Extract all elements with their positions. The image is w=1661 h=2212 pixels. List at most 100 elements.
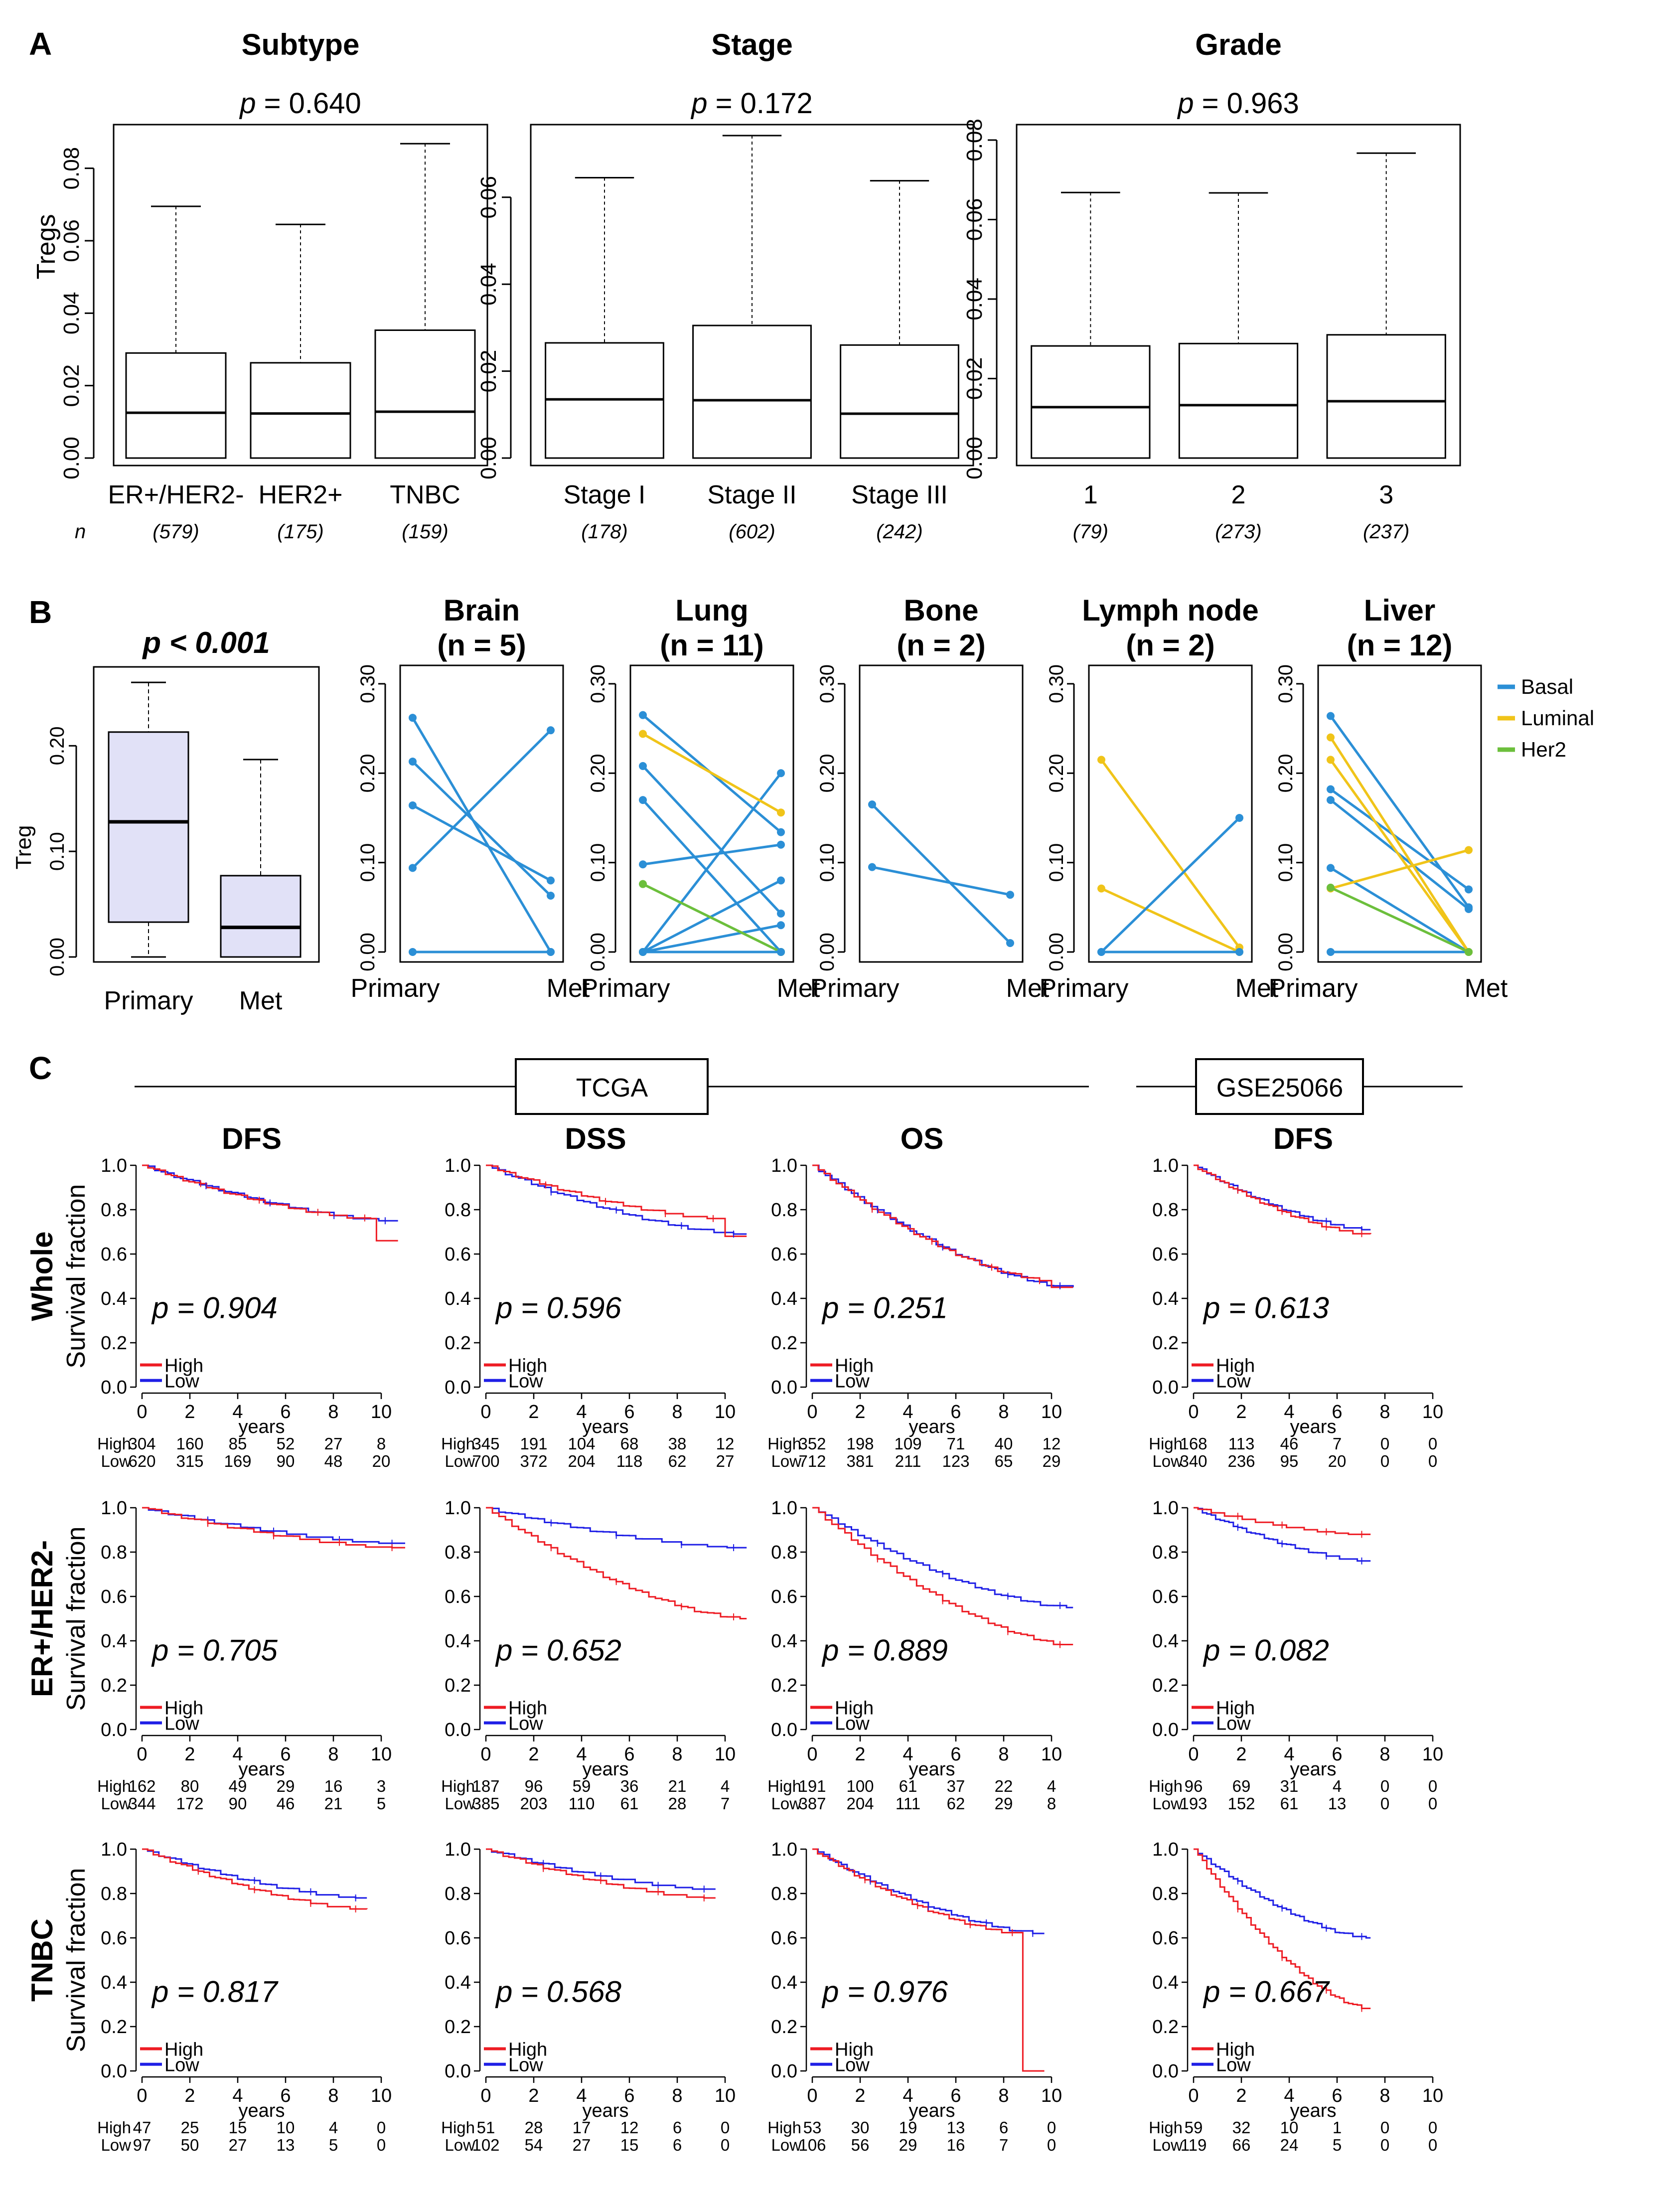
primary-point bbox=[409, 864, 417, 872]
km-x-tick-label: 2 bbox=[184, 2085, 195, 2106]
low-curve bbox=[142, 1848, 367, 1899]
primary-point bbox=[1327, 948, 1335, 956]
km-y-tick-label: 0.2 bbox=[445, 2017, 471, 2038]
risk-high-count: 0 bbox=[1428, 2118, 1437, 2137]
risk-high-count: 7 bbox=[1333, 1434, 1342, 1453]
km-x-tick-label: 4 bbox=[1284, 2085, 1294, 2106]
risk-low-count: 16 bbox=[947, 2136, 965, 2154]
primary-point bbox=[1327, 712, 1335, 720]
low-legend-label: Low bbox=[164, 2055, 199, 2076]
risk-low-count: 123 bbox=[942, 1452, 969, 1470]
km-x-tick-label: 8 bbox=[328, 2085, 338, 2106]
risk-high-count: 59 bbox=[573, 1777, 591, 1795]
risk-high-count: 46 bbox=[1280, 1434, 1299, 1453]
n-count: (602) bbox=[729, 521, 775, 543]
geo-box bbox=[1195, 1058, 1364, 1115]
primary-point bbox=[639, 860, 647, 869]
risk-low-count: 5 bbox=[329, 2136, 338, 2154]
iqr-box bbox=[1178, 342, 1299, 459]
risk-high-count: 69 bbox=[1232, 1777, 1251, 1795]
primary-point bbox=[1327, 864, 1335, 872]
risk-low-count: 193 bbox=[1180, 1794, 1207, 1813]
primary-point bbox=[409, 757, 417, 766]
box-y-tick-label: 0.20 bbox=[46, 726, 68, 765]
risk-low-count: 0 bbox=[377, 2136, 386, 2154]
pair-line bbox=[1329, 759, 1470, 953]
risk-high-count: 1 bbox=[1333, 2118, 1342, 2137]
met-point bbox=[777, 840, 785, 849]
site-n: (n = 12) bbox=[1347, 629, 1453, 662]
row-title: Whole bbox=[25, 1232, 59, 1321]
risk-low-count: 110 bbox=[569, 1794, 595, 1813]
low-legend-label: Low bbox=[835, 1714, 870, 1735]
risk-low-label: Low bbox=[1152, 1794, 1183, 1813]
p-value-text: = 0.963 bbox=[1194, 87, 1299, 120]
risk-low-count: 712 bbox=[798, 1452, 826, 1470]
primary-point bbox=[1327, 883, 1335, 892]
risk-high-count: 100 bbox=[846, 1777, 874, 1795]
pair-line bbox=[1330, 886, 1470, 953]
km-y-tick-label: 0.4 bbox=[1152, 1631, 1179, 1652]
row-title: TNBC bbox=[25, 1918, 59, 2002]
risk-low-label: Low bbox=[101, 2136, 131, 2154]
box-y-tick-label: 0.10 bbox=[46, 832, 68, 871]
n-count: (237) bbox=[1363, 521, 1409, 543]
n-count: (159) bbox=[402, 521, 448, 543]
met-point bbox=[1235, 948, 1243, 956]
risk-low-count: 0 bbox=[1047, 2136, 1056, 2154]
met-point bbox=[777, 948, 785, 956]
km-p-value: p = 0.667 bbox=[1203, 1975, 1331, 2009]
y-tick-label: 0.06 bbox=[476, 176, 501, 219]
km-y-tick-label: 0.0 bbox=[445, 1720, 471, 1740]
group-title: Stage bbox=[711, 28, 792, 61]
survival-ylabel: Survival fraction bbox=[62, 1527, 91, 1711]
n-count: (79) bbox=[1073, 521, 1108, 543]
pair-line bbox=[412, 804, 552, 882]
km-x-tick-label: 8 bbox=[672, 1402, 682, 1422]
high-legend-label: High bbox=[508, 2040, 547, 2060]
met-point bbox=[1465, 948, 1473, 956]
legend-label: Basal bbox=[1521, 675, 1573, 698]
legend-label: Her2 bbox=[1521, 738, 1566, 761]
site-y-tick-label: 0.30 bbox=[816, 664, 838, 703]
p-symbol: p bbox=[239, 87, 256, 120]
km-y-tick-label: 0.6 bbox=[771, 1928, 797, 1949]
panel-a-n-label: n bbox=[75, 521, 86, 543]
p-value-text: = 0.172 bbox=[708, 87, 813, 120]
risk-high-count: 160 bbox=[176, 1434, 203, 1453]
km-x-tick-label: 10 bbox=[371, 2085, 392, 2106]
risk-low-count: 102 bbox=[472, 2136, 499, 2154]
low-legend-label: Low bbox=[1216, 1714, 1251, 1735]
box-x-label: Met bbox=[239, 986, 283, 1015]
x-category-label: Stage III bbox=[851, 480, 948, 509]
risk-high-count: 3 bbox=[377, 1777, 386, 1795]
risk-high-count: 16 bbox=[324, 1777, 343, 1795]
risk-high-label: High bbox=[767, 1777, 801, 1795]
risk-high-count: 22 bbox=[995, 1777, 1013, 1795]
site-n: (n = 5) bbox=[437, 629, 526, 662]
x-category-label: Stage II bbox=[707, 480, 796, 509]
km-y-tick-label: 0.8 bbox=[445, 1884, 471, 1904]
km-plot-0-2: 0.0 0.2 0.4 0.6 0.8 1.0 0 2 4 6 8 10 years p = 0.251 H… bbox=[767, 1155, 1074, 1470]
km-y-tick-label: 1.0 bbox=[445, 1498, 471, 1519]
km-y-tick-label: 1.0 bbox=[101, 1498, 127, 1519]
km-y-tick-label: 0.0 bbox=[445, 1377, 471, 1398]
low-curve bbox=[1194, 1164, 1371, 1231]
iqr-box bbox=[108, 731, 189, 923]
km-xlabel: years bbox=[1290, 1759, 1337, 1780]
risk-high-count: 4 bbox=[329, 2118, 338, 2137]
pair-line bbox=[412, 729, 552, 869]
pair-line bbox=[642, 733, 782, 814]
risk-high-count: 0 bbox=[1428, 1434, 1437, 1453]
low-curve bbox=[812, 1164, 1074, 1287]
box-2: TNBC (159) bbox=[374, 143, 476, 543]
risk-high-count: 21 bbox=[668, 1777, 687, 1795]
high-curve bbox=[486, 1848, 716, 1899]
km-y-tick-label: 1.0 bbox=[771, 1498, 797, 1519]
km-x-tick-label: 0 bbox=[480, 2085, 491, 2106]
plot-frame bbox=[1016, 124, 1461, 467]
site-frame bbox=[629, 664, 794, 963]
km-y-tick-label: 0.2 bbox=[101, 2017, 127, 2038]
